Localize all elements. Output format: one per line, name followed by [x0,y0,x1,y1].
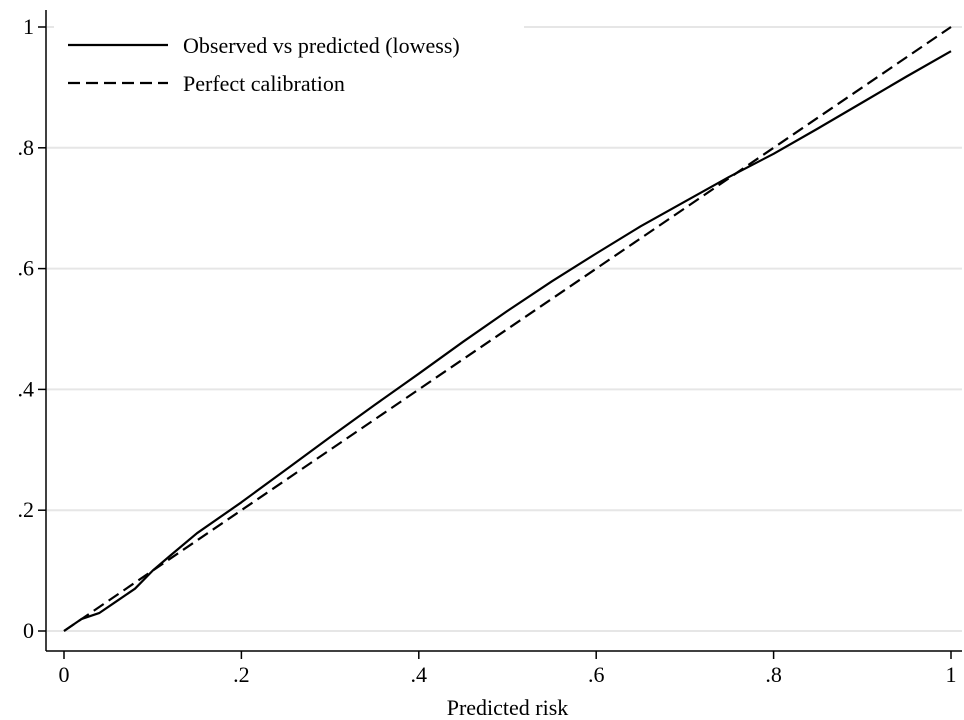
x-tick-label-0: 0 [59,662,70,687]
legend-label-1: Perfect calibration [183,71,345,96]
legend: Observed vs predicted (lowess) Perfect ca… [54,12,524,107]
y-tick-label-3: .6 [18,256,35,281]
x-tick-label-3: .6 [588,662,605,687]
x-tick-label-5: 1 [946,662,957,687]
series-line-observed-lowess [63,50,952,632]
y-tick-label-0: 0 [23,618,34,643]
axes: 0 .2 .4 .6 .8 1 0 .2 .4 .6 .8 1 [18,10,962,687]
y-tick-label-1: .2 [18,497,35,522]
x-tick-label-2: .4 [411,662,428,687]
y-tick-label-4: .8 [18,135,35,160]
series-line-perfect-calibration [63,26,952,632]
x-axis-label: Predicted risk [447,695,569,720]
series [63,26,952,632]
y-tick-label-2: .4 [18,376,35,401]
x-tick-label-1: .2 [233,662,250,687]
gridlines [47,26,962,632]
y-tick-label-5: 1 [23,14,34,39]
legend-label-0: Observed vs predicted (lowess) [183,33,460,58]
x-tick-label-4: .8 [765,662,782,687]
legend-box [54,12,524,107]
